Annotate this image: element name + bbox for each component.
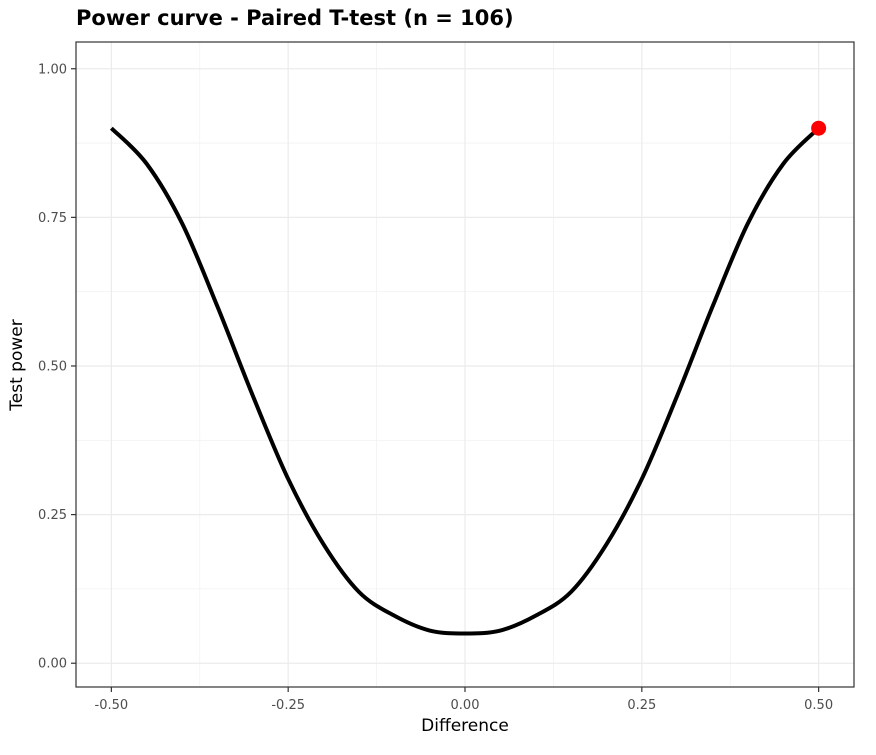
x-axis: -0.50 -0.25 0.00 0.25 0.50: [95, 687, 833, 713]
highlight-layer: [811, 120, 827, 136]
y-tick-label: 0.50: [38, 359, 67, 374]
x-axis-title: Difference: [421, 716, 509, 736]
y-axis-title: Test power: [7, 319, 27, 411]
x-tick-label: 0.25: [627, 698, 656, 713]
series-layer: [109, 126, 821, 636]
power-curve-line: [109, 126, 821, 636]
y-tick-label: 1.00: [38, 62, 67, 77]
y-tick-label: 0.25: [38, 508, 67, 523]
chart-title: Power curve - Paired T-test (n = 106): [76, 6, 514, 30]
y-tick-label: 0.00: [38, 657, 67, 672]
y-axis: 0.00 0.25 0.50 0.75 1.00: [38, 62, 76, 672]
x-tick-label: 0.00: [451, 698, 480, 713]
x-tick-label: 0.50: [804, 698, 833, 713]
x-tick-label: -0.25: [271, 698, 305, 713]
y-tick-label: 0.75: [38, 211, 67, 226]
major-gridlines: [76, 42, 854, 687]
highlight-point: [811, 120, 827, 136]
x-tick-label: -0.50: [95, 698, 129, 713]
